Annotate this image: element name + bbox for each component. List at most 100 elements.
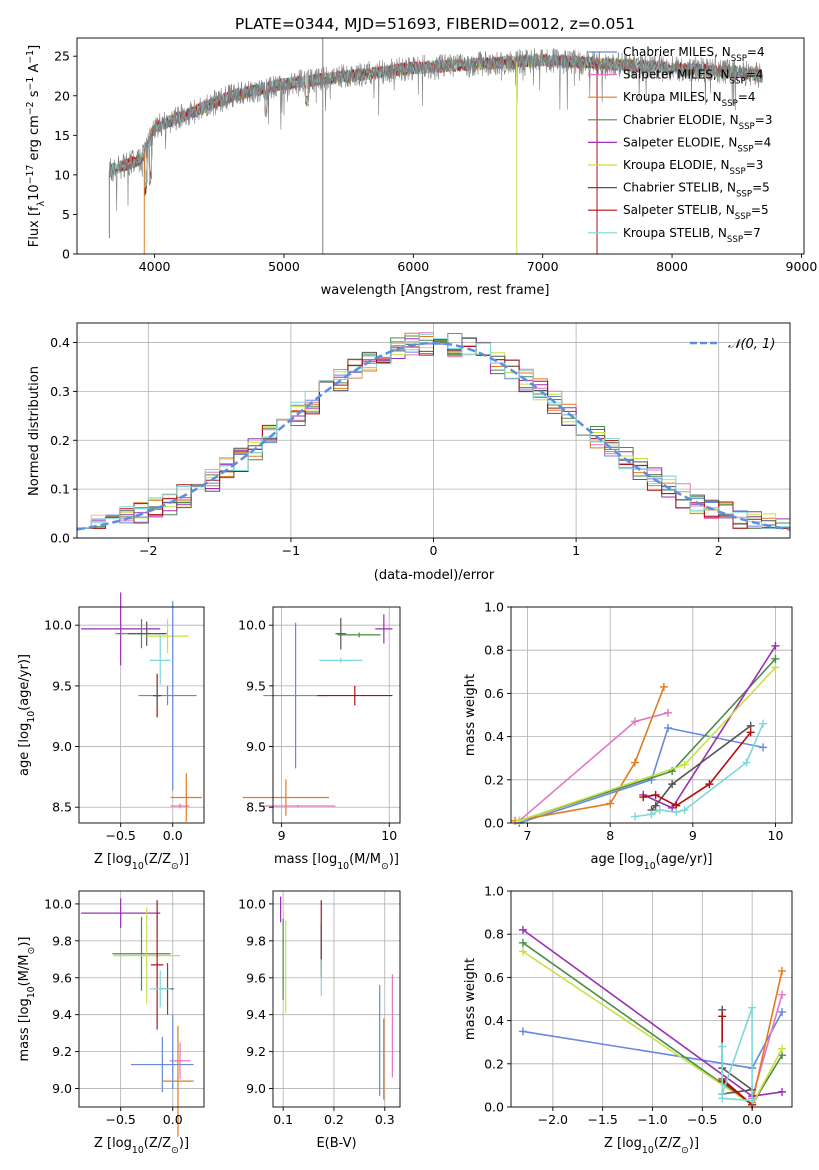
y-tick-label: 0.4 xyxy=(484,1013,504,1028)
x-tick-label: 9 xyxy=(689,828,697,843)
data-point xyxy=(771,663,780,672)
y-tick-label: 8.5 xyxy=(246,800,266,815)
panel-mass-vs-Z: −0.5 0.0 9.0 9.2 9.4 9.6 9.8 10.0 xyxy=(44,890,205,1137)
panel-age-vs-Z: −0.5 0.0 8.5 9.0 9.5 10.0 xyxy=(44,592,205,843)
x-axis-label: mass [log10(M/M⊙)] xyxy=(274,852,399,872)
x-axis-label: Z [log10(Z/Z⊙)] xyxy=(604,1136,699,1156)
data-point xyxy=(515,816,524,825)
axes-frame xyxy=(510,890,793,1108)
y-tick-label: 9.4 xyxy=(52,1007,72,1022)
text-part: 10 xyxy=(642,1145,654,1156)
text-part: ⊙ xyxy=(26,947,37,955)
text-part: (M/M xyxy=(17,955,32,987)
data-point xyxy=(759,743,768,752)
y-tick-label: 9.5 xyxy=(52,678,72,693)
plot-area xyxy=(81,592,202,822)
y-tick-label: 9.5 xyxy=(246,678,266,693)
text-part: Kroupa MILES, N xyxy=(623,90,722,104)
text-part: Z [log xyxy=(94,852,132,867)
x-tick-label: −0.5 xyxy=(687,1112,717,1127)
y-tick-label: 0.4 xyxy=(50,335,70,350)
x-tick-label: 0.2 xyxy=(324,1112,344,1127)
data-point xyxy=(778,1044,787,1053)
x-tick-label: 0.3 xyxy=(375,1112,395,1127)
text-part: s xyxy=(27,90,42,101)
data-point xyxy=(705,780,714,789)
text-part: Z [log xyxy=(604,1136,642,1151)
text-part: 10 xyxy=(26,986,37,998)
y-axis-label: Normed distribution xyxy=(27,366,42,496)
y-tick-label: 15 xyxy=(54,128,70,143)
text-part: SSP xyxy=(730,77,746,87)
text-part: A xyxy=(27,64,42,77)
x-tick-label: 0.0 xyxy=(163,828,183,843)
y-tick-label: 20 xyxy=(54,88,70,103)
y-tick-label: 9.2 xyxy=(246,1044,266,1059)
x-tick-label: −2.0 xyxy=(538,1112,568,1127)
text-part: λ xyxy=(36,200,47,206)
series-line xyxy=(518,712,669,822)
text-part: =4 xyxy=(754,135,772,149)
panel-residuals: −2 −1 0 1 2 0.0 0.1 0.2 0.3 0.4 xyxy=(50,322,791,558)
text-part: )] xyxy=(689,1136,699,1151)
text-part: SSP xyxy=(731,54,747,64)
y-tick-label: 9.6 xyxy=(52,970,72,985)
data-point xyxy=(746,728,755,737)
text-part: −2 xyxy=(25,101,36,115)
text-part: =3 xyxy=(755,113,773,127)
text-part: ⊙ xyxy=(681,1145,689,1156)
text-part: age [log xyxy=(17,723,32,776)
text-part: −1 xyxy=(25,77,36,91)
plot-area xyxy=(511,641,780,827)
axes-frame xyxy=(78,890,205,1108)
text-part: =4 xyxy=(747,45,765,59)
text-part: mass weight xyxy=(463,958,478,1040)
y-tick-label: 0.0 xyxy=(50,531,70,546)
data-point xyxy=(718,1042,727,1051)
text-part: )] xyxy=(17,937,32,947)
data-point xyxy=(651,801,660,810)
text-part: E(B-V) xyxy=(316,1136,356,1151)
text-part: 10 xyxy=(132,861,144,872)
text-part: 10 xyxy=(644,861,656,872)
text-part: mass [log xyxy=(274,852,337,867)
text-part: Z [log xyxy=(94,1136,132,1151)
y-tick-label: 0.0 xyxy=(484,816,504,831)
y-tick-label: 1.0 xyxy=(484,600,504,615)
y-tick-label: 9.8 xyxy=(52,933,72,948)
text-part: −17 xyxy=(25,165,36,185)
axes-frame xyxy=(78,606,205,824)
x-tick-label: 2 xyxy=(715,543,723,558)
y-tick-label: 10 xyxy=(54,167,70,182)
y-tick-label: 25 xyxy=(54,49,70,64)
y-tick-label: 0.3 xyxy=(50,384,70,399)
legend-label: Salpeter STELIB, NSSP=5 xyxy=(623,203,769,222)
text-part: (Z/Z xyxy=(654,1136,681,1151)
data-point xyxy=(651,790,660,799)
y-axis-label: age [log10(age/yr)] xyxy=(17,654,37,776)
text-part: SSP xyxy=(722,99,738,109)
data-point xyxy=(630,717,639,726)
y-tick-label: 9.4 xyxy=(246,1007,266,1022)
x-tick-label: −1 xyxy=(282,543,300,558)
text-part: 10 xyxy=(132,1145,144,1156)
x-tick-label: 0.0 xyxy=(742,1112,762,1127)
x-tick-label: 9 xyxy=(278,828,286,843)
x-tick-label: 0.0 xyxy=(163,1112,183,1127)
text-part: mass [log xyxy=(17,998,32,1061)
x-tick-label: 1 xyxy=(572,543,580,558)
text-part: =4 xyxy=(738,90,756,104)
histogram-step xyxy=(77,333,790,529)
text-part: 10 xyxy=(27,184,42,201)
text-part: Kroupa STELIB, N xyxy=(623,226,727,240)
data-point xyxy=(748,1003,757,1012)
text-part: ] xyxy=(27,45,42,50)
data-point xyxy=(778,966,787,975)
legend-label: Chabrier STELIB, NSSP=5 xyxy=(623,181,770,200)
y-tick-label: 9.0 xyxy=(52,739,72,754)
data-point xyxy=(672,808,681,817)
y-tick-label: 0.0 xyxy=(484,1100,504,1115)
text-part: SSP xyxy=(736,190,752,200)
panel-massweight-vs-age: 7 8 9 10 0.0 0.2 0.4 0.6 0.8 1.0 xyxy=(484,600,793,843)
